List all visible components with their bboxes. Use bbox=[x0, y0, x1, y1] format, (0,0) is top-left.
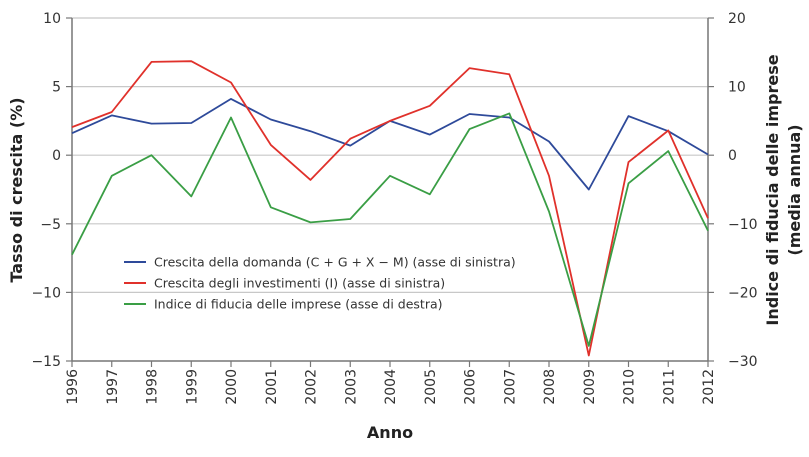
x-tick-label: 2008 bbox=[542, 369, 558, 405]
y-tick-label: −10 bbox=[31, 285, 61, 301]
x-axis-title: Anno bbox=[367, 423, 413, 442]
x-tick-label: 1996 bbox=[65, 369, 81, 405]
series-lines bbox=[71, 60, 709, 357]
y-right-axis-title-line2: (media annua) bbox=[785, 124, 804, 255]
x-tick-label: 2005 bbox=[423, 369, 439, 405]
x-tick-label: 2004 bbox=[383, 369, 399, 405]
x-tick-label: 2007 bbox=[502, 369, 518, 405]
y-right-tick-label: −20 bbox=[728, 285, 758, 301]
y-right-tick-label: −30 bbox=[728, 354, 758, 370]
legend-label: Indice di fiducia delle imprese (asse di… bbox=[154, 297, 443, 312]
x-tick-label: 1999 bbox=[184, 369, 200, 405]
x-tick-label: 2001 bbox=[264, 369, 280, 405]
x-tick-label: 2000 bbox=[224, 369, 240, 405]
y-tick-label: −5 bbox=[40, 217, 61, 233]
y-tick-label: 10 bbox=[43, 11, 61, 27]
y-right-tick-label: 20 bbox=[728, 11, 746, 27]
y-right-axis-title-line1: Indice di fiducia delle imprese bbox=[763, 54, 782, 325]
x-tick-label: 2010 bbox=[622, 369, 638, 405]
x-tick-label: 2011 bbox=[661, 369, 677, 405]
series-line bbox=[71, 112, 709, 347]
x-tick-label: 2006 bbox=[463, 369, 479, 405]
x-tick-label: 2003 bbox=[343, 369, 359, 405]
x-tick-label: 2012 bbox=[701, 369, 717, 405]
legend-label: Crescita degli investimenti (I) (asse di… bbox=[154, 276, 445, 291]
x-tick-label: 1998 bbox=[145, 369, 161, 405]
legend-label: Crescita della domanda (C + G + X − M) (… bbox=[154, 255, 516, 270]
y-tick-label: 5 bbox=[52, 80, 61, 96]
x-tick-label: 2009 bbox=[582, 369, 598, 405]
y-tick-label: −15 bbox=[31, 354, 61, 370]
x-tick-label: 1997 bbox=[105, 369, 121, 405]
y-tick-label: 0 bbox=[52, 148, 61, 164]
y-right-tick-label: 10 bbox=[728, 80, 746, 96]
y-right-tick-label: 0 bbox=[728, 148, 737, 164]
y-right-tick-label: −10 bbox=[728, 217, 758, 233]
legend: Crescita della domanda (C + G + X − M) (… bbox=[124, 255, 516, 312]
x-tick-label: 2002 bbox=[304, 369, 320, 405]
y-axis-title: Tasso di crescita (%) bbox=[7, 97, 26, 282]
